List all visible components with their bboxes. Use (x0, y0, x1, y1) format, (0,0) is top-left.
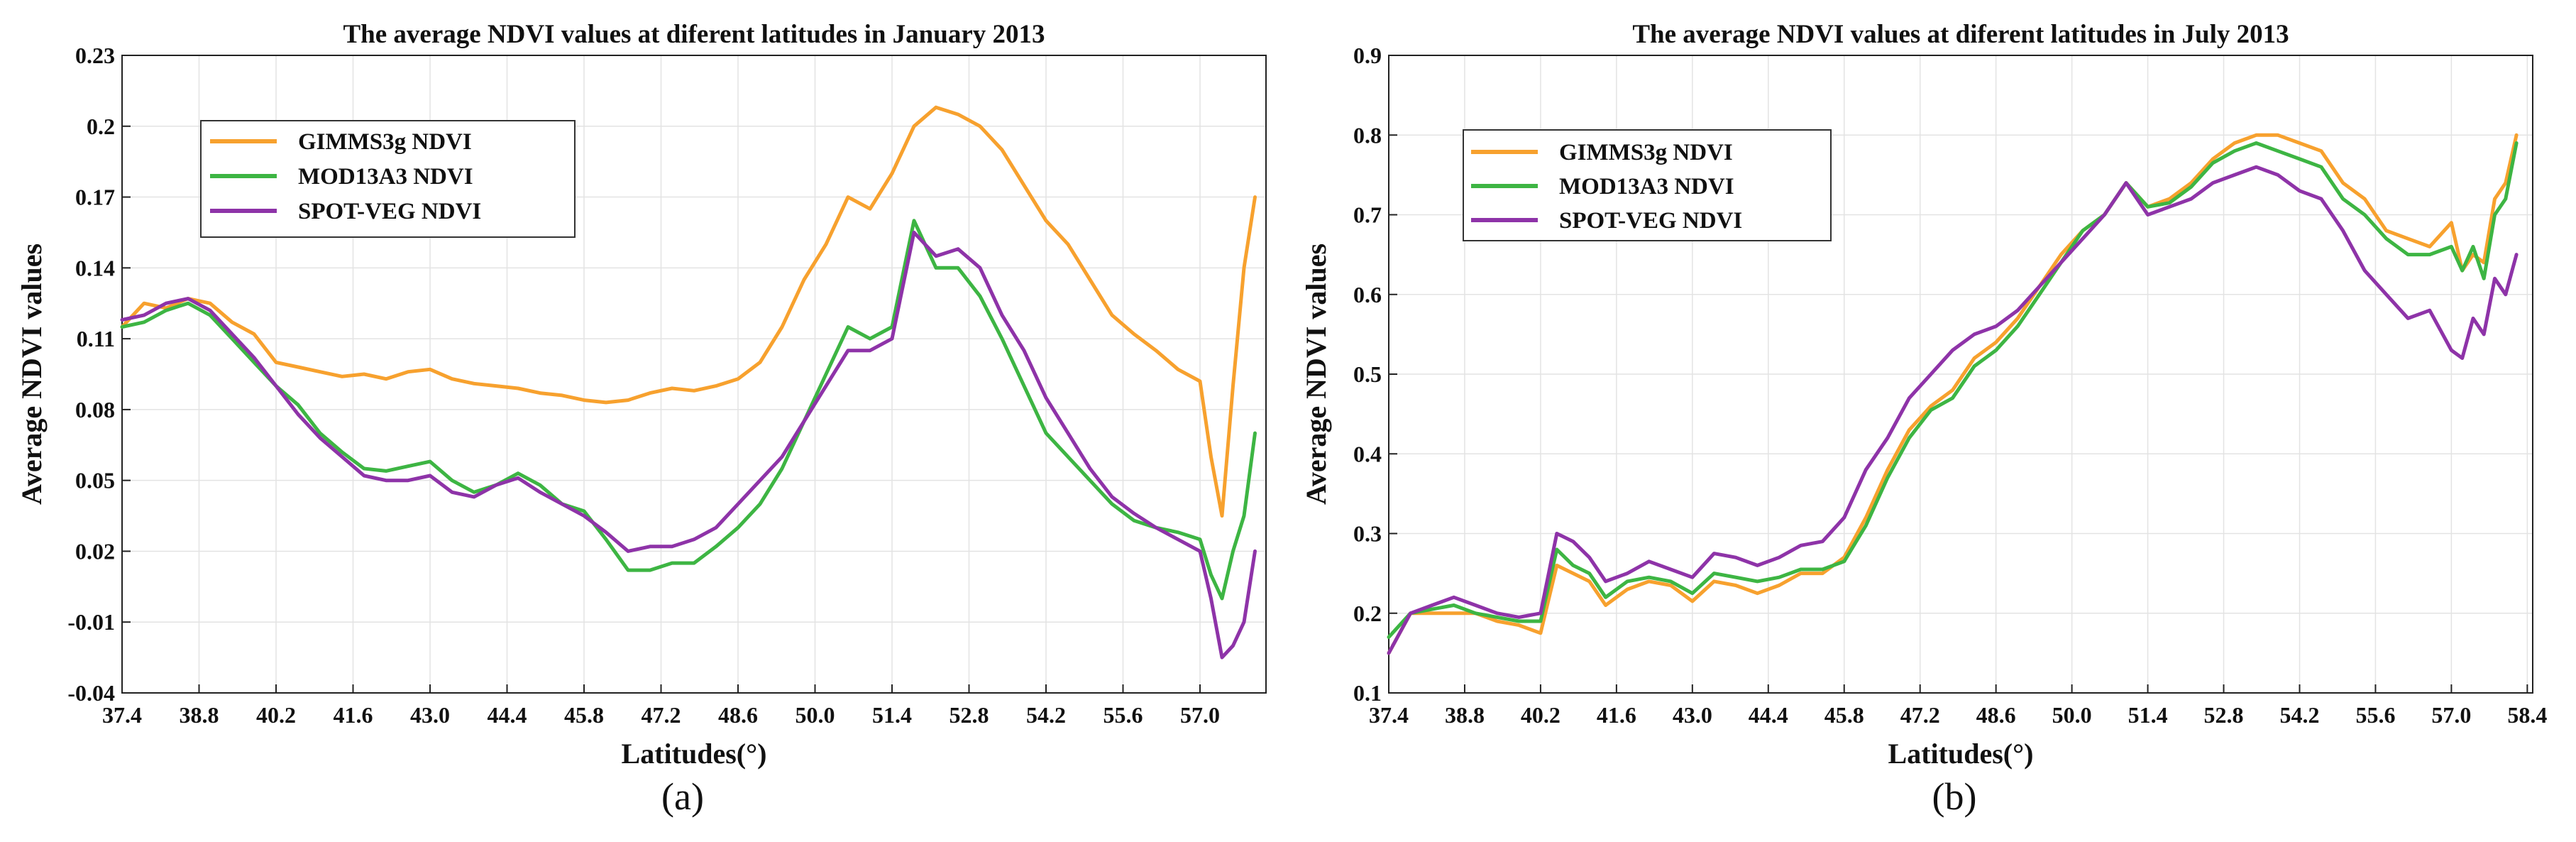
y-tick-label: 0.2 (1353, 601, 1382, 626)
x-tick-label: 48.6 (1976, 702, 2016, 728)
x-tick-label: 50.0 (796, 702, 835, 728)
y-axis-label-b: Average NDVI values (1300, 244, 1332, 505)
x-tick-label: 43.0 (410, 702, 450, 728)
legend-label-spot-b: SPOT-VEG NDVI (1559, 208, 1742, 234)
series-line-gimms (1387, 133, 2519, 655)
x-tick-label: 44.4 (488, 702, 527, 728)
x-tick-label: 55.6 (2355, 702, 2395, 728)
series-lines-b (1387, 133, 2519, 655)
y-tick-label: 0.3 (1353, 521, 1382, 547)
chart-title-a: The average NDVI values at diferent lati… (343, 20, 1045, 49)
chart-panel-a: 37.4 38.8 40.2 41.6 43.0 44.4 45.8 47.2 48.6 50.0… (16, 20, 1267, 818)
x-axis-label-a: Latitudes(°) (622, 738, 767, 770)
legend-a: GIMMS3g NDVI MOD13A3 NDVI SPOT-VEG NDVI (200, 120, 576, 238)
x-tick-label: 54.2 (2279, 702, 2319, 728)
x-tick-label: 52.8 (2204, 702, 2244, 728)
y-tick-label: 0.17 (75, 185, 115, 210)
y-axis-label-a: Average NDVI values (16, 244, 48, 505)
x-axis-label-b: Latitudes(°) (1888, 738, 2034, 770)
x-tick-label: 38.8 (1445, 702, 1485, 728)
y-tick-label: 0.4 (1353, 441, 1382, 466)
series-line-spot (120, 230, 1257, 660)
y-tick-label: 0.08 (75, 397, 115, 422)
y-tick-label: 0.14 (75, 255, 115, 280)
series-line-mod13 (1387, 141, 2519, 639)
legend-label-mod13-b: MOD13A3 NDVI (1559, 174, 1734, 199)
y-tick-label: 0.23 (75, 43, 115, 68)
legend-label-spot-a: SPOT-VEG NDVI (298, 199, 481, 224)
x-tick-label: 50.0 (2052, 702, 2092, 728)
y-tick-label: -0.01 (67, 609, 115, 635)
x-tick-label: 52.8 (950, 702, 989, 728)
x-tick-label: 45.8 (1824, 702, 1864, 728)
x-tick-label: 58.4 (2507, 702, 2547, 728)
x-tick-label: 55.6 (1103, 702, 1143, 728)
y-tick-label: 0.7 (1353, 202, 1382, 228)
series-line-mod13 (120, 219, 1257, 601)
legend-b: GIMMS3g NDVI MOD13A3 NDVI SPOT-VEG NDVI (1463, 129, 1832, 241)
y-tick-label: 0.8 (1353, 122, 1382, 148)
legend-label-gimms-b: GIMMS3g NDVI (1559, 140, 1733, 165)
ticks-a: 37.4 38.8 40.2 41.6 43.0 44.4 45.8 47.2 48.6 50.0… (67, 43, 1220, 728)
x-tick-label: 41.6 (334, 702, 373, 728)
x-tick-label: 41.6 (1597, 702, 1636, 728)
legend-label-gimms-a: GIMMS3g NDVI (298, 129, 472, 155)
y-tick-label: 0.11 (77, 326, 115, 351)
x-tick-label: 38.8 (180, 702, 219, 728)
series-line-gimms (120, 105, 1257, 518)
caption-a: (a) (661, 775, 704, 818)
x-tick-label: 44.4 (1749, 702, 1788, 728)
chart-panel-b: 37.4 38.8 40.2 41.6 43.0 44.4 45.8 47.2 48.6 50.0… (1300, 20, 2547, 818)
x-tick-label: 47.2 (642, 702, 681, 728)
x-tick-label: 57.0 (2431, 702, 2471, 728)
y-tick-label: 0.02 (75, 538, 115, 564)
x-tick-label: 57.0 (1180, 702, 1220, 728)
series-lines-a (120, 105, 1257, 660)
x-tick-label: 54.2 (1026, 702, 1066, 728)
legend-label-mod13-a: MOD13A3 NDVI (298, 164, 473, 190)
x-tick-label: 37.4 (1369, 702, 1409, 728)
x-tick-label: 40.2 (1521, 702, 1561, 728)
x-tick-label: 51.4 (2128, 702, 2168, 728)
y-tick-label: 0.6 (1353, 282, 1382, 307)
series-line-spot (1387, 165, 2519, 655)
x-tick-label: 45.8 (564, 702, 604, 728)
y-tick-label: 0.9 (1353, 43, 1382, 68)
y-tick-label: 0.5 (1353, 361, 1382, 387)
y-tick-label: 0.1 (1353, 680, 1382, 706)
x-tick-label: 48.6 (718, 702, 758, 728)
plot-area-a (121, 55, 1267, 694)
x-tick-label: 47.2 (1900, 702, 1940, 728)
y-tick-label: 0.05 (75, 468, 115, 493)
ticks-b: 37.4 38.8 40.2 41.6 43.0 44.4 45.8 47.2 48.6 50.0… (1353, 43, 2547, 728)
x-tick-label: 51.4 (872, 702, 912, 728)
x-tick-label: 37.4 (102, 702, 142, 728)
x-tick-label: 40.2 (256, 702, 296, 728)
y-tick-label: -0.04 (67, 680, 115, 706)
chart-title-b: The average NDVI values at diferent lati… (1632, 20, 2289, 49)
x-tick-label: 43.0 (1673, 702, 1712, 728)
caption-b: (b) (1932, 775, 1977, 818)
y-tick-label: 0.2 (87, 114, 115, 139)
